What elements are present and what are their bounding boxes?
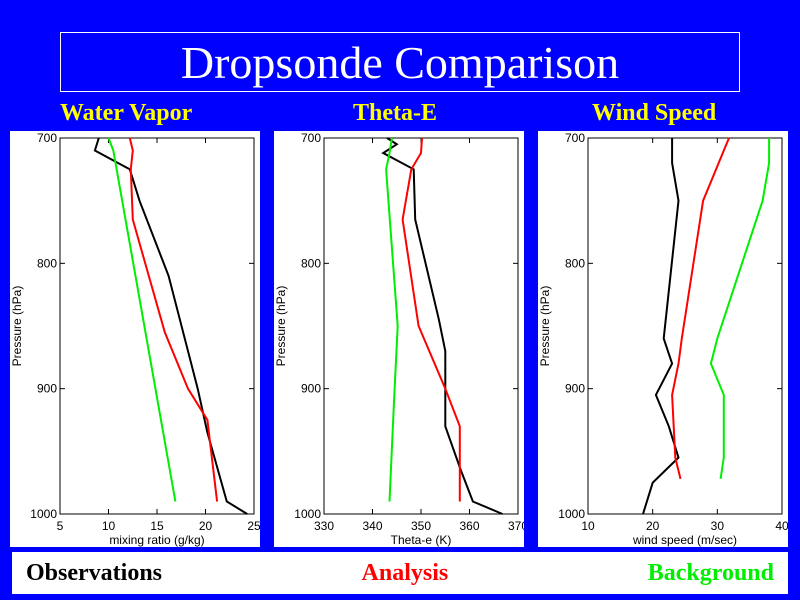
title-box: Dropsonde Comparison xyxy=(60,32,740,92)
x-tick-label: 15 xyxy=(150,519,164,533)
y-axis-label: Pressure (hPa) xyxy=(274,286,288,367)
y-tick-label: 900 xyxy=(37,382,57,396)
chart-panel-theta-e: 330 340 350 360 370 700 800 900 1000 Theta-e (K) P… xyxy=(274,131,524,547)
series-observations-line xyxy=(381,137,503,515)
x-tick-label: 30 xyxy=(711,519,725,533)
y-axis-label: Pressure (hPa) xyxy=(10,286,24,367)
panel-title-wind-speed: Wind Speed xyxy=(592,100,717,126)
series-analysis-line xyxy=(401,137,461,502)
x-tick-label: 330 xyxy=(314,519,334,533)
x-tick-label: 10 xyxy=(102,519,116,533)
x-tick-label: 360 xyxy=(459,519,479,533)
x-tick-label: 20 xyxy=(646,519,660,533)
x-axis-label: Theta-e (K) xyxy=(391,533,452,547)
legend-background: Background xyxy=(647,559,774,586)
y-tick-label: 1000 xyxy=(558,507,585,521)
x-axis-label: wind speed (m/sec) xyxy=(632,533,737,547)
plot-frame xyxy=(59,137,255,515)
x-tick-label: 10 xyxy=(581,519,595,533)
series-observations-line xyxy=(93,137,248,515)
y-tick-label: 700 xyxy=(301,131,321,145)
chart-panel-wind-speed: 10 20 30 40 700 800 900 1000 wind speed (m/sec) P… xyxy=(538,131,788,547)
plot-frame xyxy=(323,137,519,515)
chart-theta-e: 330 340 350 360 370 700 800 900 1000 Theta-e (K) P… xyxy=(274,131,524,547)
chart-wind-speed: 10 20 30 40 700 800 900 1000 wind speed (m/sec) P… xyxy=(538,131,788,547)
y-tick-label: 800 xyxy=(37,256,57,270)
series-observations-line xyxy=(642,138,680,515)
y-tick-label: 1000 xyxy=(30,507,57,521)
chart-water-vapor: 5 10 15 20 25 700 800 900 1000 mixing ratio (g/kg… xyxy=(10,131,260,547)
chart-panel-water-vapor: 5 10 15 20 25 700 800 900 1000 mixing ratio (g/kg… xyxy=(10,131,260,547)
x-tick-label: 350 xyxy=(411,519,431,533)
series-analysis-line xyxy=(671,137,730,480)
series-background-line xyxy=(385,137,399,502)
x-tick-label: 340 xyxy=(362,519,382,533)
legend-analysis: Analysis xyxy=(361,559,449,586)
panel-title-water-vapor: Water Vapor xyxy=(60,100,193,126)
y-tick-label: 900 xyxy=(301,382,321,396)
panel-title-theta-e: Theta-E xyxy=(353,100,437,126)
x-axis-label: mixing ratio (g/kg) xyxy=(109,533,204,547)
page-title: Dropsonde Comparison xyxy=(180,36,620,88)
legend-observations: Observations xyxy=(26,559,163,586)
y-tick-label: 700 xyxy=(37,131,57,145)
series-background-line xyxy=(107,137,177,502)
series-background-line xyxy=(709,138,771,480)
series-analysis-line xyxy=(128,137,219,502)
plot-frame xyxy=(587,137,783,515)
x-tick-label: 5 xyxy=(57,519,64,533)
x-tick-label: 40 xyxy=(775,519,788,533)
y-tick-label: 700 xyxy=(565,131,585,145)
legend-bar: Observations Analysis Background xyxy=(12,552,788,594)
y-axis-label: Pressure (hPa) xyxy=(538,286,552,367)
x-tick-label: 370 xyxy=(508,519,524,533)
y-tick-label: 1000 xyxy=(294,507,321,521)
y-tick-label: 800 xyxy=(565,256,585,270)
y-tick-label: 800 xyxy=(301,256,321,270)
y-tick-label: 900 xyxy=(565,382,585,396)
x-tick-label: 25 xyxy=(247,519,260,533)
x-tick-label: 20 xyxy=(199,519,213,533)
